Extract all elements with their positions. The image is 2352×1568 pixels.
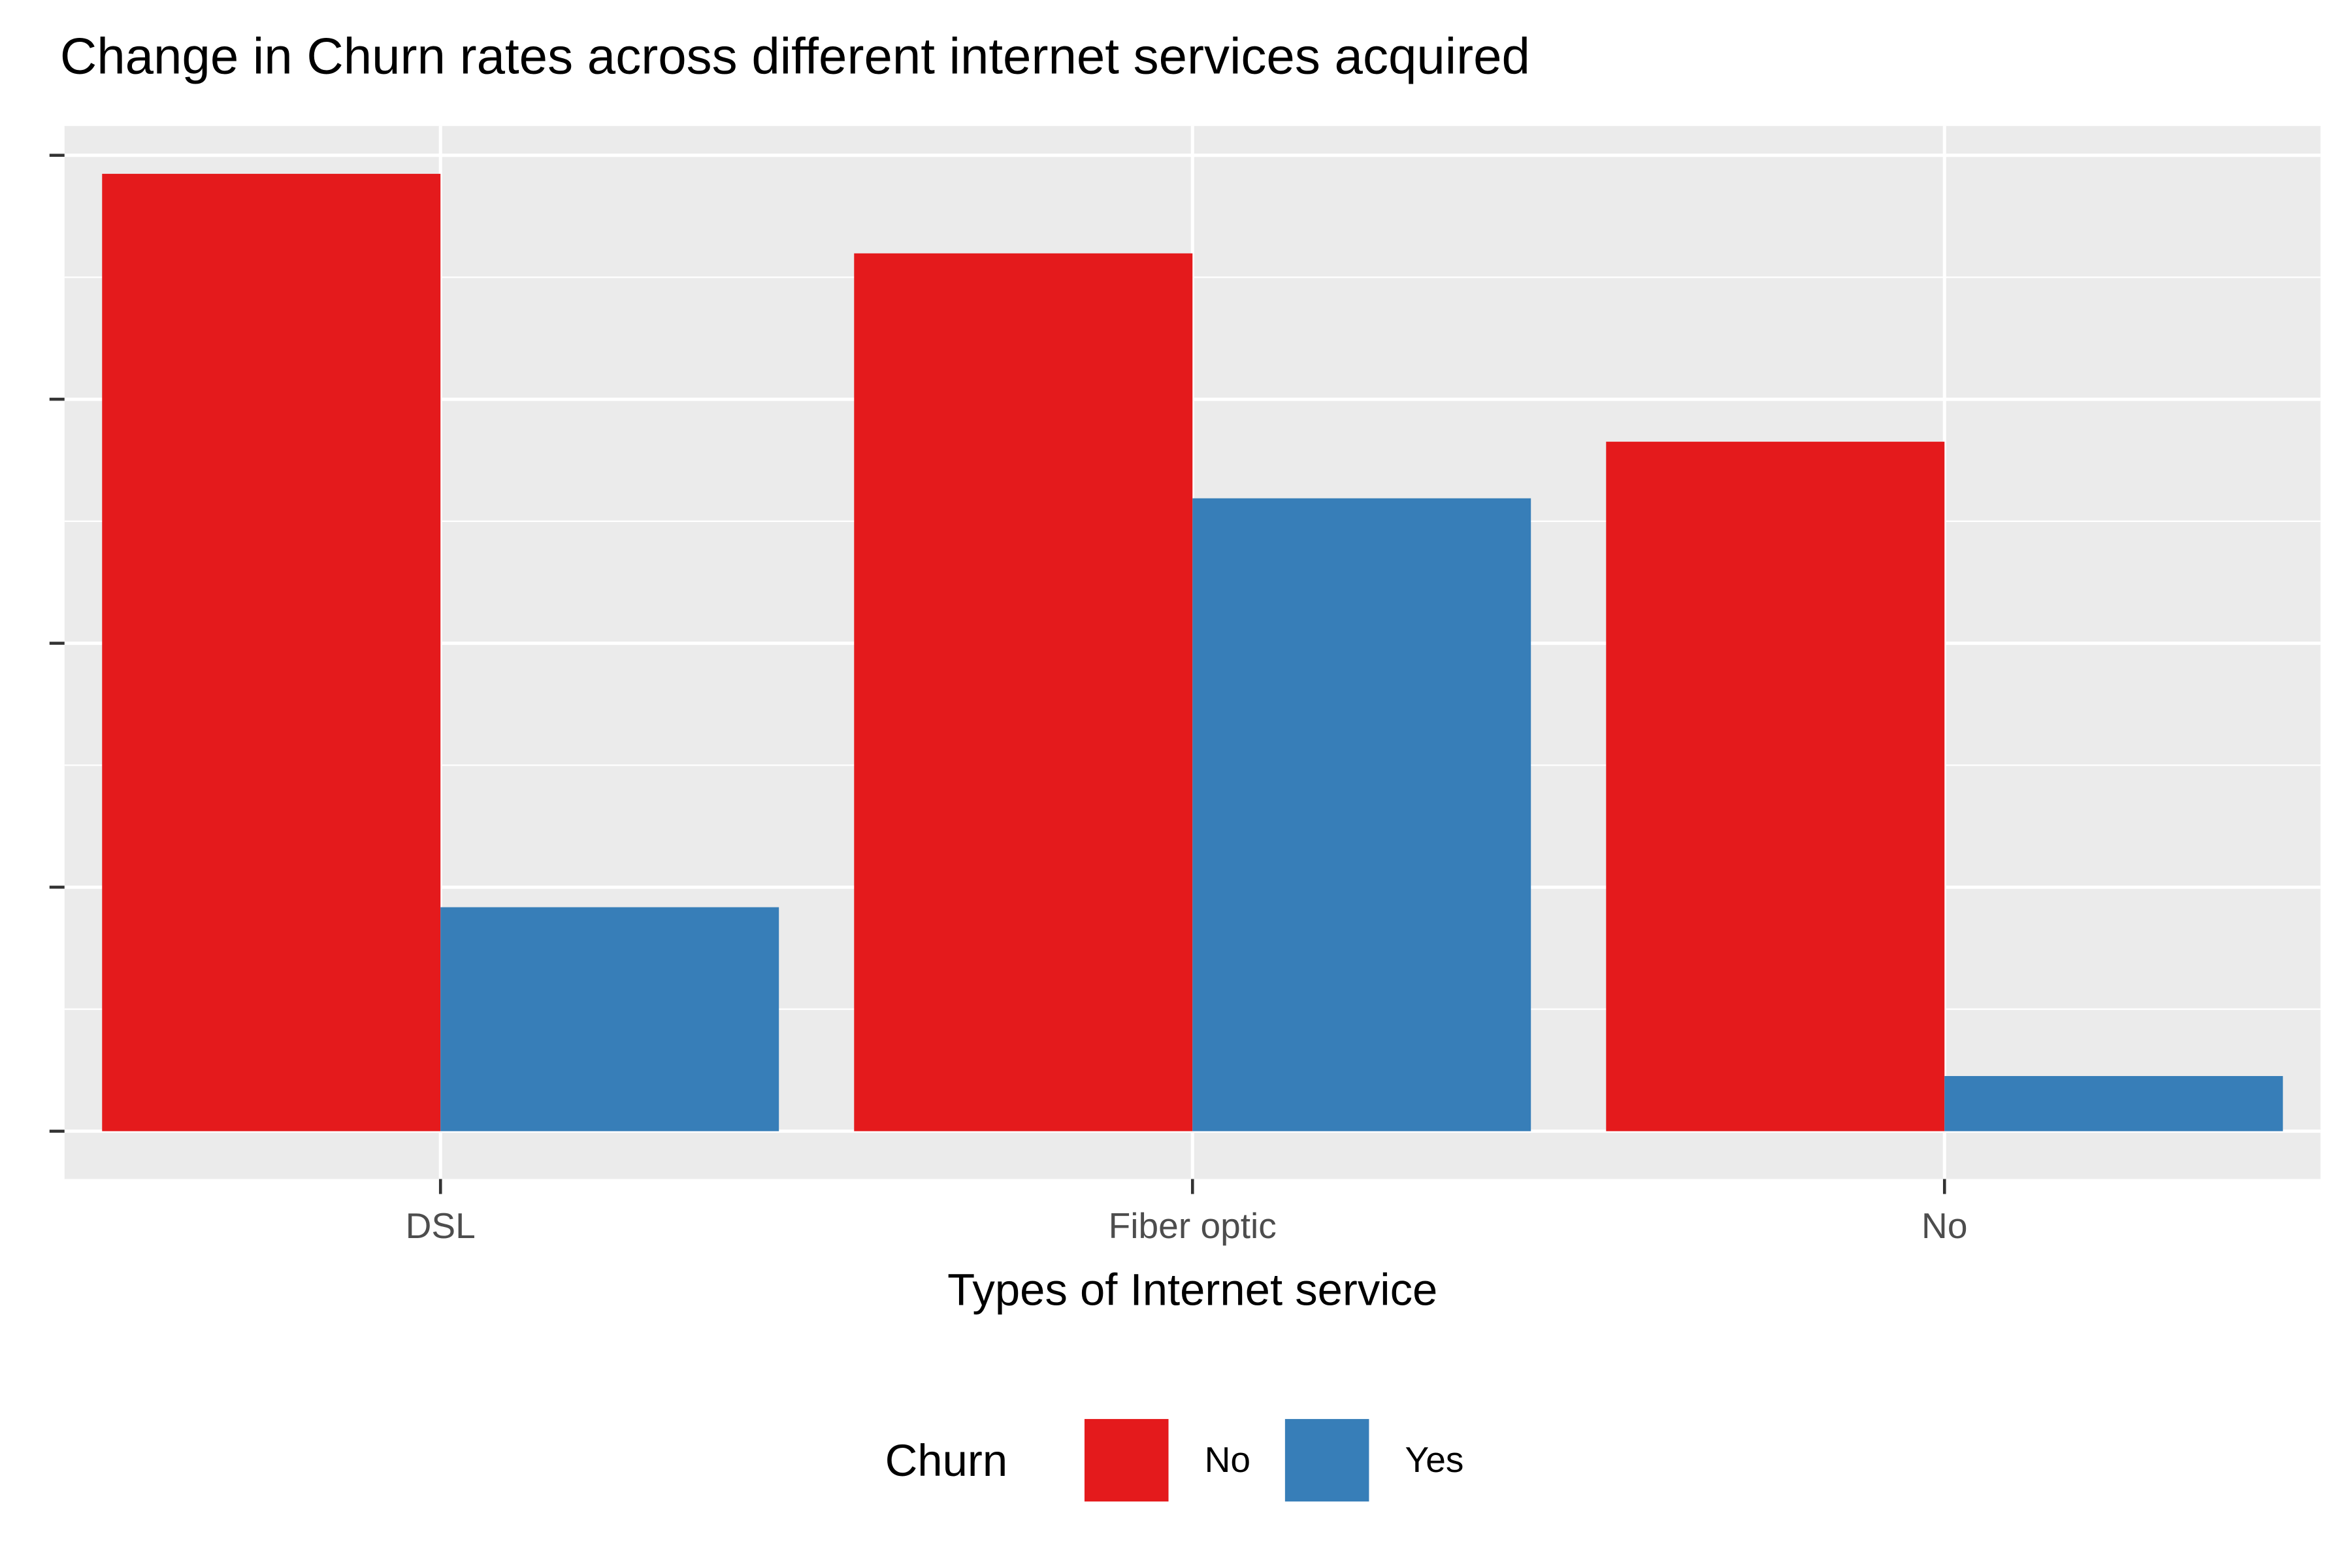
axes: DSL Fiber optic No [49, 154, 1967, 1246]
bar [854, 253, 1193, 1132]
bar [1192, 498, 1531, 1132]
x-axis-title: Types of Internet service [947, 1264, 1437, 1315]
legend-label: No [1205, 1439, 1250, 1480]
legend-title: Churn [885, 1435, 1008, 1486]
bar [102, 174, 441, 1132]
legend-key [1081, 1416, 1172, 1505]
legend: Churn No Yes [885, 1416, 1464, 1505]
x-tick-label: No [1921, 1205, 1967, 1246]
bar [1944, 1076, 2283, 1132]
bar [1606, 442, 1945, 1132]
legend-label: Yes [1405, 1439, 1464, 1480]
x-tick-label: DSL [406, 1205, 476, 1246]
bar [440, 907, 779, 1132]
bars [102, 174, 2283, 1132]
legend-key [1282, 1416, 1373, 1505]
chart-title: Change in Churn rates across different i… [60, 27, 1530, 84]
x-tick-label: Fiber optic [1109, 1205, 1277, 1246]
